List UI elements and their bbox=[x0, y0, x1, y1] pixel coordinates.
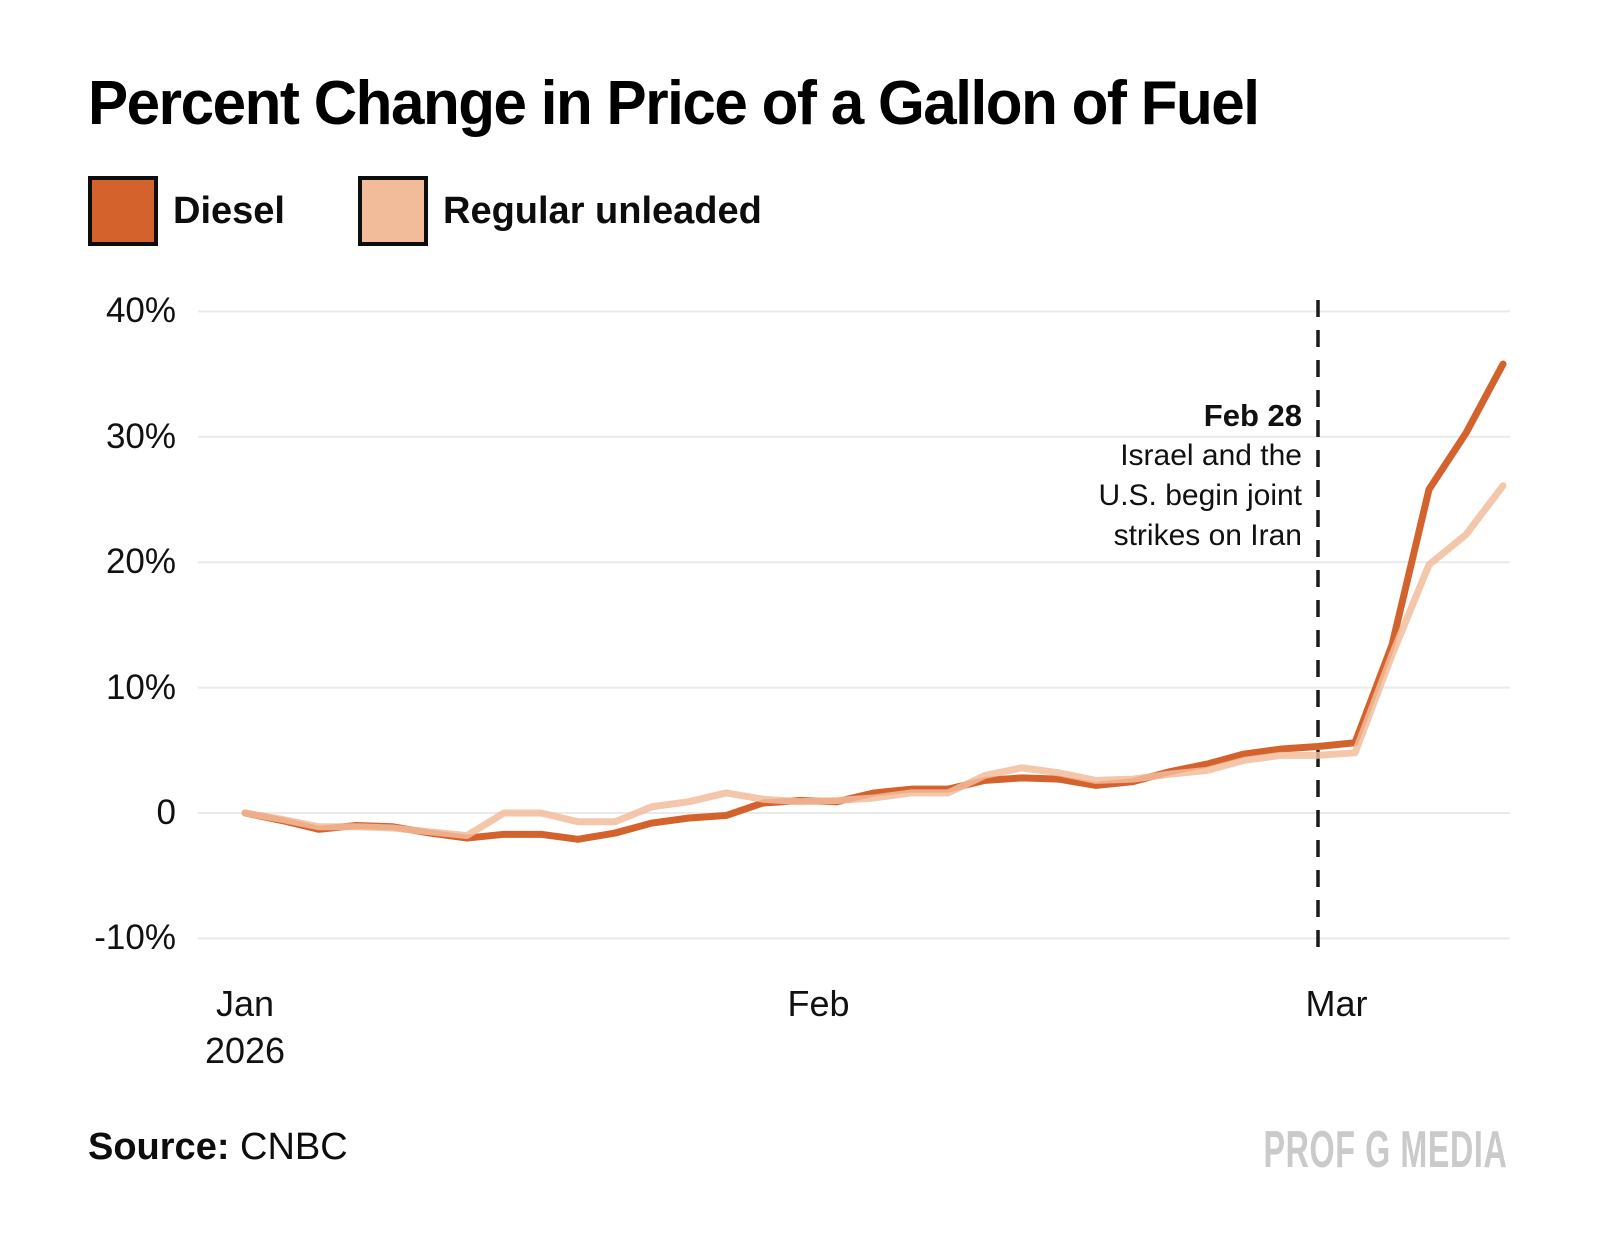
y-axis-tick-label: 20% bbox=[105, 542, 176, 582]
legend-label-diesel: Diesel bbox=[173, 189, 285, 232]
y-axis-tick-label: 40% bbox=[105, 291, 176, 331]
x-axis-tick-label: Jan bbox=[215, 983, 275, 1024]
x-axis-tick: Jan 2026 bbox=[205, 980, 285, 1074]
x-axis-tick-label: Mar bbox=[1305, 983, 1368, 1024]
event-annotation-date: Feb 28 bbox=[1203, 398, 1302, 433]
x-axis-tick: Feb bbox=[787, 980, 849, 1027]
source-name: CNBC bbox=[240, 1126, 348, 1168]
event-annotation-line: U.S. begin joint bbox=[1098, 479, 1302, 512]
y-axis-tick-label: 0 bbox=[156, 793, 176, 832]
legend-item-regular-unleaded: Regular unleaded bbox=[358, 176, 762, 246]
event-annotation-line: strikes on Iran bbox=[1113, 519, 1302, 552]
y-axis-tick-label: 10% bbox=[105, 667, 176, 707]
legend-item-diesel: Diesel bbox=[88, 176, 285, 246]
source-prefix: Source: bbox=[88, 1126, 230, 1168]
x-axis-tick-label: Feb bbox=[787, 983, 850, 1024]
legend-swatch bbox=[358, 176, 428, 246]
y-axis-tick-label: 30% bbox=[105, 416, 176, 456]
event-annotation-line: Israel and the bbox=[1120, 439, 1302, 472]
x-axis-tick: Mar bbox=[1306, 980, 1368, 1027]
event-annotation: Feb 28 Israel and the U.S. begin joint s… bbox=[1099, 396, 1302, 556]
source-note: Source: CNBC bbox=[88, 1126, 348, 1169]
x-axis-tick-sublabel: 2026 bbox=[204, 1030, 286, 1071]
y-axis-tick-label: -10% bbox=[94, 918, 176, 958]
legend-swatch bbox=[88, 176, 158, 246]
legend-label-regular-unleaded: Regular unleaded bbox=[443, 189, 762, 232]
watermark: PROF G MEDIA bbox=[1263, 1121, 1507, 1179]
chart-title: Percent Change in Price of a Gallon of F… bbox=[88, 69, 1260, 138]
